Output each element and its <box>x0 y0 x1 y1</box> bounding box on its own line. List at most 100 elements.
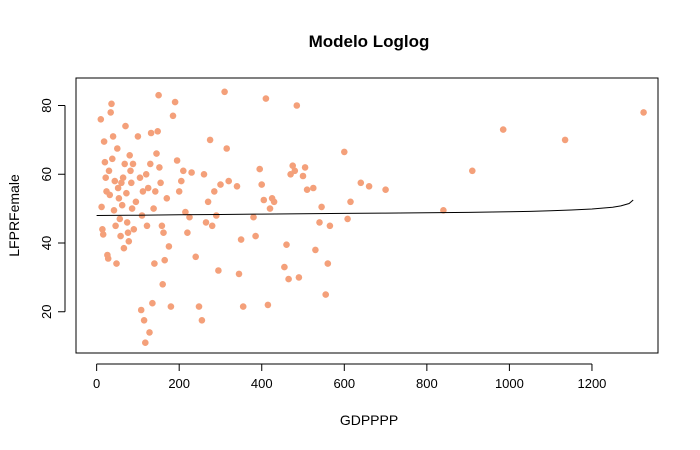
data-points <box>97 88 647 347</box>
data-point <box>117 232 124 240</box>
data-point <box>125 238 133 245</box>
x-axis-label: GDPPPP <box>340 412 398 428</box>
data-point <box>316 219 323 226</box>
data-point <box>134 133 142 140</box>
data-point <box>239 303 247 310</box>
data-point <box>132 198 140 206</box>
data-point <box>281 263 288 271</box>
data-point <box>291 167 299 175</box>
data-point <box>295 274 303 281</box>
data-point <box>118 201 126 209</box>
data-point <box>283 241 290 248</box>
data-point <box>211 188 218 195</box>
data-point <box>158 222 166 230</box>
data-point <box>115 195 123 202</box>
data-point <box>99 226 106 233</box>
data-point <box>198 317 206 324</box>
data-point <box>344 215 351 223</box>
data-point <box>126 152 133 159</box>
data-point <box>217 181 224 188</box>
y-tick-label: 60 <box>39 167 54 181</box>
data-point <box>499 126 507 133</box>
data-point <box>106 191 114 199</box>
data-point <box>146 329 153 336</box>
data-point <box>310 184 317 192</box>
data-point <box>152 188 159 195</box>
data-point <box>150 205 157 212</box>
data-point <box>156 164 163 171</box>
data-point <box>322 291 330 298</box>
data-point <box>147 129 155 137</box>
data-point <box>123 219 131 226</box>
data-point <box>175 188 183 195</box>
data-point <box>101 158 109 166</box>
data-point <box>120 244 128 252</box>
data-point <box>119 174 127 181</box>
data-point <box>137 306 145 314</box>
data-point <box>324 260 332 267</box>
data-point <box>326 222 334 230</box>
data-point <box>266 205 274 212</box>
data-point <box>178 177 185 185</box>
x-tick-label: 1200 <box>577 376 606 391</box>
data-point <box>318 203 325 211</box>
data-point <box>155 91 162 99</box>
data-point <box>142 339 149 347</box>
data-point <box>215 267 222 274</box>
data-point <box>154 128 161 135</box>
data-point <box>357 179 365 187</box>
data-point <box>113 260 120 267</box>
data-point <box>195 303 203 310</box>
data-point <box>105 167 113 175</box>
x-axis: 0 200 400 600 800 1000 1200 <box>93 363 606 391</box>
data-point <box>252 232 259 240</box>
data-point <box>289 162 297 169</box>
data-point <box>140 317 148 324</box>
data-point <box>157 179 164 187</box>
data-point <box>382 186 389 193</box>
data-point <box>100 138 108 145</box>
x-tick-label: 200 <box>168 376 190 391</box>
data-point <box>121 160 128 168</box>
data-point <box>171 98 179 106</box>
y-tick-label: 80 <box>39 98 54 112</box>
data-point <box>128 179 135 187</box>
data-point <box>285 275 292 283</box>
data-point <box>180 167 187 175</box>
data-point <box>139 188 147 195</box>
data-point <box>365 183 373 190</box>
data-point <box>237 236 245 243</box>
data-point <box>116 215 124 223</box>
data-point <box>561 136 569 144</box>
data-point <box>98 203 105 211</box>
data-point <box>111 177 119 185</box>
y-tick-label: 20 <box>39 305 54 319</box>
data-point <box>260 196 268 204</box>
x-tick-label: 600 <box>333 376 355 391</box>
data-point <box>114 184 122 192</box>
data-point <box>124 229 132 236</box>
data-point <box>347 198 354 206</box>
data-point <box>301 164 309 171</box>
x-tick-label: 800 <box>416 376 438 391</box>
data-point <box>160 229 167 236</box>
fit-line <box>96 199 634 216</box>
data-point <box>108 100 115 108</box>
data-point <box>213 212 220 219</box>
data-point <box>114 145 121 152</box>
data-point <box>299 172 307 180</box>
data-point <box>173 157 181 164</box>
data-point <box>123 189 130 197</box>
data-point <box>149 299 156 307</box>
data-point <box>208 222 216 230</box>
data-point <box>151 260 158 267</box>
data-point <box>147 160 154 168</box>
data-point <box>163 195 171 202</box>
data-point <box>112 222 119 230</box>
data-point <box>102 174 109 181</box>
data-point <box>128 205 136 212</box>
data-point <box>264 301 272 309</box>
x-tick-label: 0 <box>93 376 100 391</box>
data-point <box>144 184 152 192</box>
